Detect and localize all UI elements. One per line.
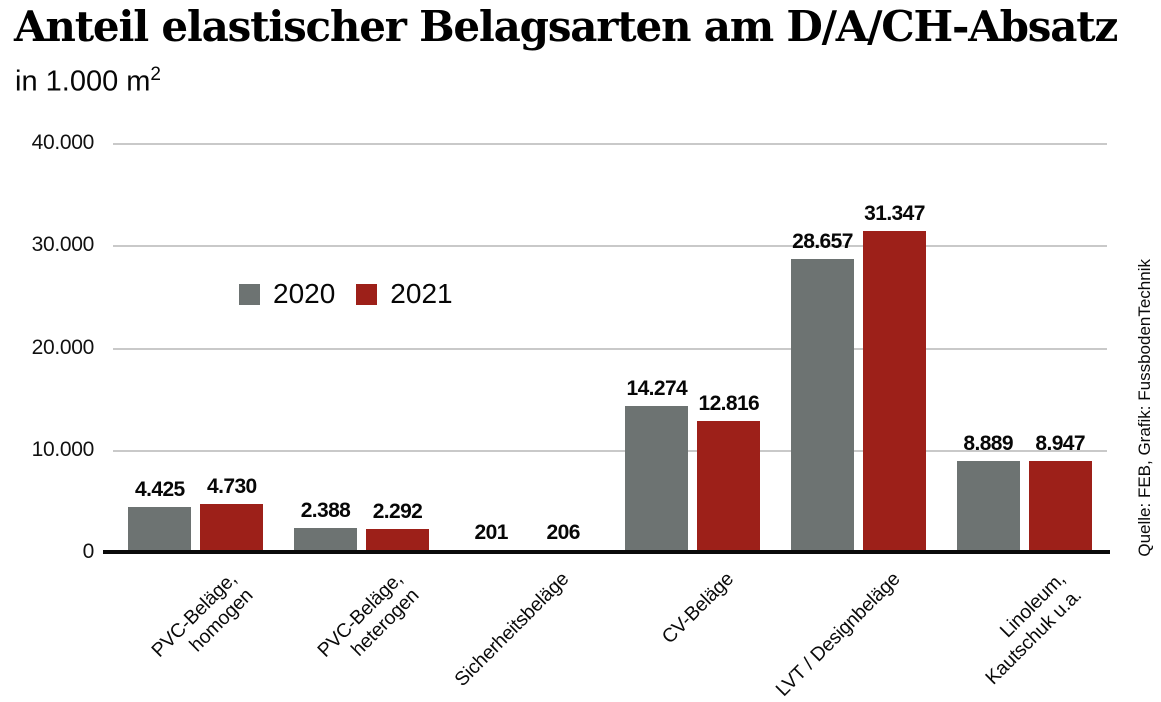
bar-slot-2021: 31.347 — [862, 202, 926, 552]
chart-title: Anteil elastischer Belagsarten am D/A/CH… — [14, 2, 1118, 51]
bar-value-label: 31.347 — [864, 202, 925, 225]
y-tick-label: 40.000 — [31, 131, 95, 154]
bar-2020 — [128, 507, 192, 552]
bar-group: 201 206 Sicherheitsbeläge — [444, 143, 610, 691]
x-category-label: PVC-Beläge, homogen — [147, 568, 258, 662]
gridline — [113, 449, 1107, 452]
bar-slot-2020: 4.425 — [128, 478, 192, 552]
bar-group: 4.425 4.730 PVC-Beläge, homogen — [113, 143, 279, 662]
legend-label-2021: 2021 — [390, 278, 453, 309]
legend: 2020 2021 — [239, 278, 453, 310]
bar-slot-2021: 4.730 — [200, 475, 264, 552]
bar-value-label: 4.730 — [207, 475, 257, 498]
bar-value-label: 14.274 — [626, 377, 688, 400]
x-category-label: Sicherheitsbeläge — [449, 568, 573, 691]
bar-slot-2020: 14.274 — [625, 377, 689, 552]
y-tick-label: 0 — [82, 540, 95, 563]
x-category-label: LVT / Designbeläge — [771, 568, 905, 701]
bar-value-label: 206 — [546, 521, 581, 544]
bar-value-label: 4.425 — [135, 478, 185, 501]
bar-2020 — [625, 406, 689, 552]
bar-slot-2021: 8.947 — [1028, 432, 1092, 552]
gridline — [113, 245, 1107, 248]
bar-value-label: 8.889 — [963, 432, 1013, 455]
x-axis-line — [103, 550, 1110, 554]
x-category-label: Linoleum, Kautschuk u.a. — [981, 568, 1086, 690]
x-category-label: PVC-Beläge, heterogen — [313, 568, 424, 662]
subtitle-superscript: 2 — [150, 64, 161, 85]
bar-value-label: 8.947 — [1035, 432, 1085, 455]
legend-item-2021: 2021 — [356, 278, 453, 310]
bar-slot-2020: 8.889 — [956, 432, 1020, 552]
bar-2020 — [790, 259, 854, 552]
bar-2020 — [956, 461, 1020, 552]
bar-slot-2020: 2.388 — [293, 499, 357, 552]
bar-2020 — [293, 528, 357, 552]
y-tick-label: 10.000 — [31, 437, 95, 461]
plot-area: 2020 2021 0 10.000 20.000 30.000 40.000 4.425 4… — [32, 131, 1110, 701]
bar-slot-2020: 28.657 — [790, 230, 854, 552]
bar-value-label: 2.388 — [300, 499, 351, 522]
legend-item-2020: 2020 — [239, 278, 335, 310]
bar-2021 — [200, 504, 264, 552]
y-tick-label: 20.000 — [31, 335, 95, 359]
bar-slot-2021: 12.816 — [697, 392, 761, 552]
bar-2021 — [1028, 461, 1092, 552]
chart-subtitle: in 1.000 m2 — [15, 64, 161, 99]
bar-2021 — [862, 231, 926, 552]
bar-group: 14.274 12.816 CV-Beläge — [610, 143, 776, 648]
bar-value-label: 28.657 — [792, 230, 853, 253]
legend-swatch-2021 — [356, 283, 378, 305]
bar-value-label: 2.292 — [372, 500, 423, 523]
bar-group: 2.388 2.292 PVC-Beläge, heterogen — [279, 143, 445, 662]
bar-value-label: 201 — [474, 521, 509, 544]
legend-swatch-2020 — [239, 283, 260, 305]
subtitle-unit: in 1.000 m — [15, 65, 151, 98]
bar-group: 28.657 31.347 LVT / Designbeläge — [771, 143, 942, 701]
gridline — [113, 347, 1107, 350]
source-note: Quelle: FEB, Grafik: FussbodenTechnik — [1135, 259, 1154, 557]
legend-label-2020: 2020 — [273, 278, 336, 309]
bar-slot-2021: 2.292 — [365, 500, 429, 552]
bar-2021 — [365, 529, 429, 552]
bar-group: 8.889 8.947 Linoleum, Kautschuk u.a. — [941, 143, 1107, 689]
gridline — [113, 143, 1107, 145]
x-category-label: CV-Beläge — [658, 568, 739, 649]
y-tick-label: 30.000 — [31, 233, 95, 257]
bar-2021 — [697, 421, 761, 552]
bar-value-label: 12.816 — [698, 392, 760, 415]
